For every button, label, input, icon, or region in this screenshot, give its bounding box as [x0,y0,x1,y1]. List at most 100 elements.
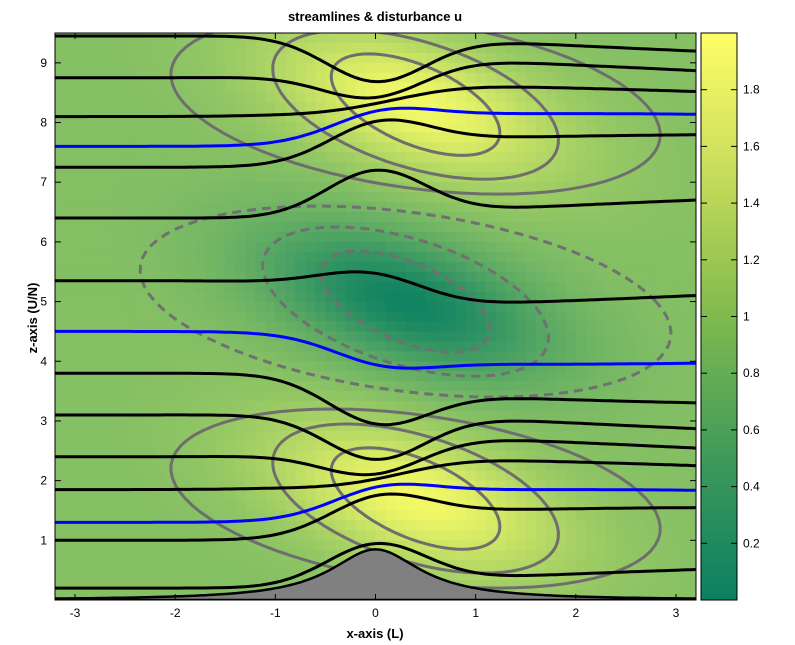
heatmap-cell [505,212,517,223]
heatmap-cell [365,241,377,253]
heatmap-cell [435,470,447,482]
heatmap-cell [445,122,457,134]
heatmap-cell [85,122,96,134]
heatmap-cell [215,271,226,283]
heatmap-cell [655,580,667,591]
heatmap-cell [595,271,607,283]
heatmap-cell [115,241,126,253]
heatmap-cell [465,450,477,462]
heatmap-cell [675,450,687,462]
heatmap-cell [95,401,106,412]
heatmap-cell [595,430,607,442]
heatmap-cell [565,480,577,492]
heatmap-cell [655,341,667,352]
heatmap-cell [255,401,266,412]
heatmap-cell [385,291,397,303]
heatmap-cell [335,72,347,84]
heatmap-cell [75,331,86,342]
heatmap-cell [225,391,236,402]
heatmap-cell [465,241,477,253]
heatmap-cell [175,361,186,372]
heatmap-cell [445,92,457,104]
heatmap-cell [125,440,136,452]
heatmap-cell [145,470,156,482]
heatmap-cell [375,231,387,243]
heatmap-cell [395,231,407,243]
heatmap-cell [265,192,276,203]
heatmap-cell [305,62,317,74]
contour-dashed [138,204,673,399]
heatmap-cell [165,92,176,104]
heatmap-cell [265,570,276,581]
heatmap-cell [635,550,647,561]
heatmap-cell [275,401,286,412]
heatmap-cell [375,212,387,223]
heatmap-cell [595,112,607,124]
heatmap-cell [545,62,557,74]
heatmap-cell [585,460,597,472]
heatmap-cell [575,122,587,134]
heatmap-cell [565,420,577,432]
heatmap-cell [245,341,256,352]
heatmap-cell [685,271,696,283]
heatmap-cell [595,440,607,452]
heatmap-cell [495,192,507,203]
colorbar-tick-label: 1.4 [743,196,760,210]
heatmap-cell [395,42,407,54]
heatmap-cell [135,540,146,551]
heatmap-cell [515,450,527,462]
heatmap-cell [65,550,76,561]
heatmap-cell [455,251,467,263]
heatmap-cell [305,440,317,452]
heatmap-cell [465,33,477,44]
heatmap-cell [165,401,176,412]
heatmap-cell [315,391,327,402]
heatmap-cell [625,341,637,352]
heatmap-cell [365,261,377,273]
heatmap-cell [565,202,577,213]
heatmap-cell [605,470,617,482]
heatmap-cell [575,411,587,422]
heatmap-cell [505,142,517,153]
heatmap-cell [545,222,557,233]
heatmap-cell [525,72,537,84]
heatmap-cell [505,62,517,74]
heatmap-cell [435,92,447,104]
heatmap-cell [435,520,447,531]
heatmap-cell [435,500,447,512]
heatmap-cell [365,162,377,173]
heatmap-cell [595,301,607,313]
heatmap-cell [75,192,86,203]
heatmap-cell [145,251,156,263]
heatmap-cell [515,251,527,263]
heatmap-cell [465,341,477,352]
heatmap-cell [255,202,266,213]
heatmap-cell [385,251,397,263]
heatmap-cell [355,42,367,54]
heatmap-cell [535,212,547,223]
heatmap-cell [235,142,246,153]
heatmap-cell [275,52,286,64]
heatmap-cell [85,500,96,512]
heatmap-cell [675,381,687,392]
heatmap-cell [465,371,477,382]
heatmap-cell [185,321,196,333]
heatmap-cell [575,102,587,114]
heatmap-cell [145,122,156,134]
heatmap-cell [95,202,106,213]
heatmap-cell [525,291,537,303]
heatmap-cell [65,440,76,452]
heatmap-cell [575,132,587,144]
heatmap-cell [325,142,337,153]
heatmap-cell [645,450,657,462]
heatmap-cell [375,321,387,333]
heatmap-cell [105,92,116,104]
heatmap-cell [175,281,186,293]
heatmap-cell [505,490,517,502]
heatmap-cell [205,440,216,452]
heatmap-cell [675,560,687,571]
heatmap-cell [635,570,647,581]
heatmap-cell [355,271,367,283]
streamline [55,371,696,427]
heatmap-cell [325,42,337,54]
